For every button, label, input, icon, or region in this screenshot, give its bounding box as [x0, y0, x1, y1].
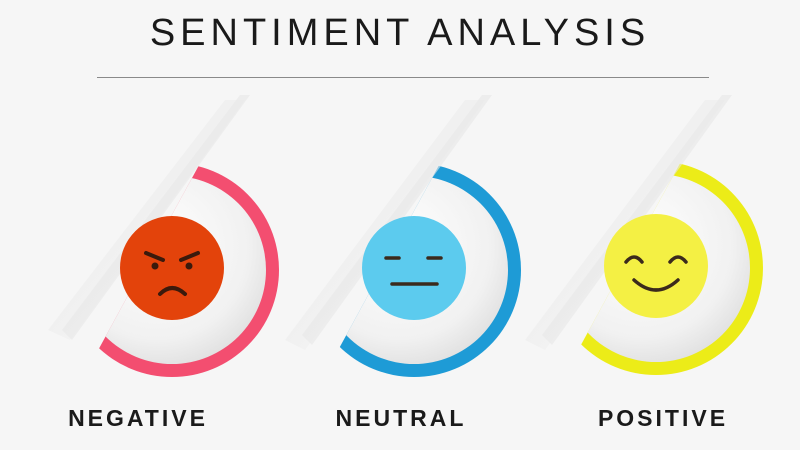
- neutral-badge: [302, 95, 521, 377]
- neutral-label: NEUTRAL: [335, 405, 467, 431]
- angry-face-icon: [120, 216, 224, 320]
- title-divider: [97, 77, 709, 78]
- negative-label: NEGATIVE: [68, 405, 208, 431]
- positive-label: POSITIVE: [597, 405, 729, 431]
- neutral-face-icon: [362, 216, 466, 320]
- smiling-face-icon: [604, 214, 708, 318]
- negative-badge: [62, 95, 279, 377]
- page-title: SENTIMENT ANALYSIS: [149, 12, 651, 54]
- positive-badge: [542, 95, 763, 375]
